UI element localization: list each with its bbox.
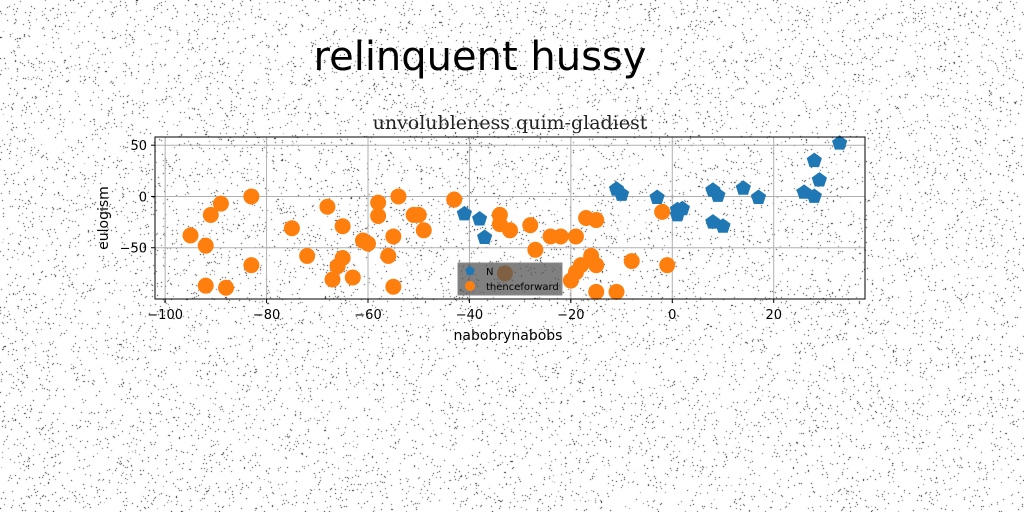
data-point-series-2 (212, 195, 229, 212)
data-point-series-1 (477, 229, 493, 244)
data-point-series-1 (735, 180, 751, 195)
data-point-series-1 (456, 205, 472, 221)
data-points (182, 135, 848, 300)
data-point-series-2 (182, 227, 199, 244)
data-point-series-2 (552, 228, 569, 245)
y-axis-ticks: −50 0 50 (120, 139, 155, 257)
grid-lines (155, 137, 865, 299)
x-tick-label: 20 (765, 308, 782, 323)
data-point-series-2 (370, 194, 387, 211)
data-point-series-2 (588, 257, 605, 274)
data-point-series-2 (202, 206, 219, 223)
legend-marker (465, 281, 475, 291)
x-tick-label: −100 (147, 308, 183, 323)
data-point-series-1 (715, 218, 731, 233)
plot-area-frame (154, 136, 866, 300)
data-point-series-2 (197, 237, 214, 254)
data-point-series-2 (446, 191, 463, 208)
data-point-series-2 (334, 249, 351, 266)
data-point-series-2 (218, 279, 234, 296)
data-point-series-2 (410, 206, 427, 223)
data-point-series-2 (415, 222, 432, 239)
data-point-series-2 (344, 269, 361, 286)
data-point-series-2 (659, 257, 676, 274)
data-point-series-2 (324, 271, 341, 288)
x-tick-label: 0 (668, 308, 676, 323)
data-point-series-1 (806, 188, 822, 203)
y-axis-label: eulogism (96, 186, 112, 250)
data-point-series-2 (573, 257, 589, 274)
data-point-series-1 (614, 186, 630, 201)
data-point-series-2 (197, 277, 214, 294)
data-point-series-2 (385, 228, 402, 245)
x-axis-label: nabobrynabobs (454, 328, 563, 344)
data-point-series-2 (567, 228, 584, 245)
x-tick-label: −40 (456, 308, 483, 323)
data-point-series-1 (811, 172, 827, 187)
data-point-series-2 (299, 247, 316, 264)
y-tick-label: −50 (120, 242, 147, 257)
y-tick-label: 0 (139, 190, 147, 205)
data-point-series-2 (385, 278, 402, 295)
x-tick-label: −20 (557, 308, 584, 323)
data-point-series-2 (243, 257, 260, 274)
y-tick-label: 50 (130, 139, 147, 154)
figure-suptitle: relinquent hussy (313, 34, 647, 80)
x-tick-label: −80 (253, 308, 280, 323)
data-point-series-2 (623, 253, 640, 270)
legend-box (457, 262, 563, 296)
data-point-series-2 (608, 283, 625, 300)
data-point-series-2 (522, 217, 539, 234)
data-point-series-2 (380, 247, 397, 264)
chart-title: unvolubleness quim-gladiest (373, 112, 648, 134)
data-point-series-2 (502, 222, 518, 239)
data-point-series-1 (750, 189, 767, 204)
data-point-series-1 (472, 211, 488, 226)
data-point-series-1 (806, 152, 822, 168)
x-tick-label: −60 (354, 308, 381, 323)
data-point-series-1 (832, 135, 848, 150)
data-point-series-2 (243, 188, 260, 205)
data-point-series-2 (527, 241, 544, 258)
data-point-series-2 (390, 188, 407, 205)
data-point-series-1 (649, 189, 665, 204)
legend-label: thenceforward (486, 282, 559, 293)
legend-marker (465, 266, 475, 275)
data-point-series-1 (674, 200, 690, 216)
data-point-series-2 (319, 198, 336, 215)
data-point-series-2 (283, 220, 300, 237)
x-axis-ticks: −100 −80 −60 −40 −20 0 20 (147, 299, 782, 323)
data-point-series-2 (654, 203, 671, 220)
data-point-series-2 (588, 283, 605, 300)
data-point-series-1 (710, 187, 726, 202)
data-point-series-2 (334, 218, 351, 235)
data-point-series-2 (360, 235, 376, 252)
data-point-series-2 (588, 212, 605, 229)
data-point-series-2 (370, 207, 387, 224)
legend-label: N (486, 267, 493, 278)
